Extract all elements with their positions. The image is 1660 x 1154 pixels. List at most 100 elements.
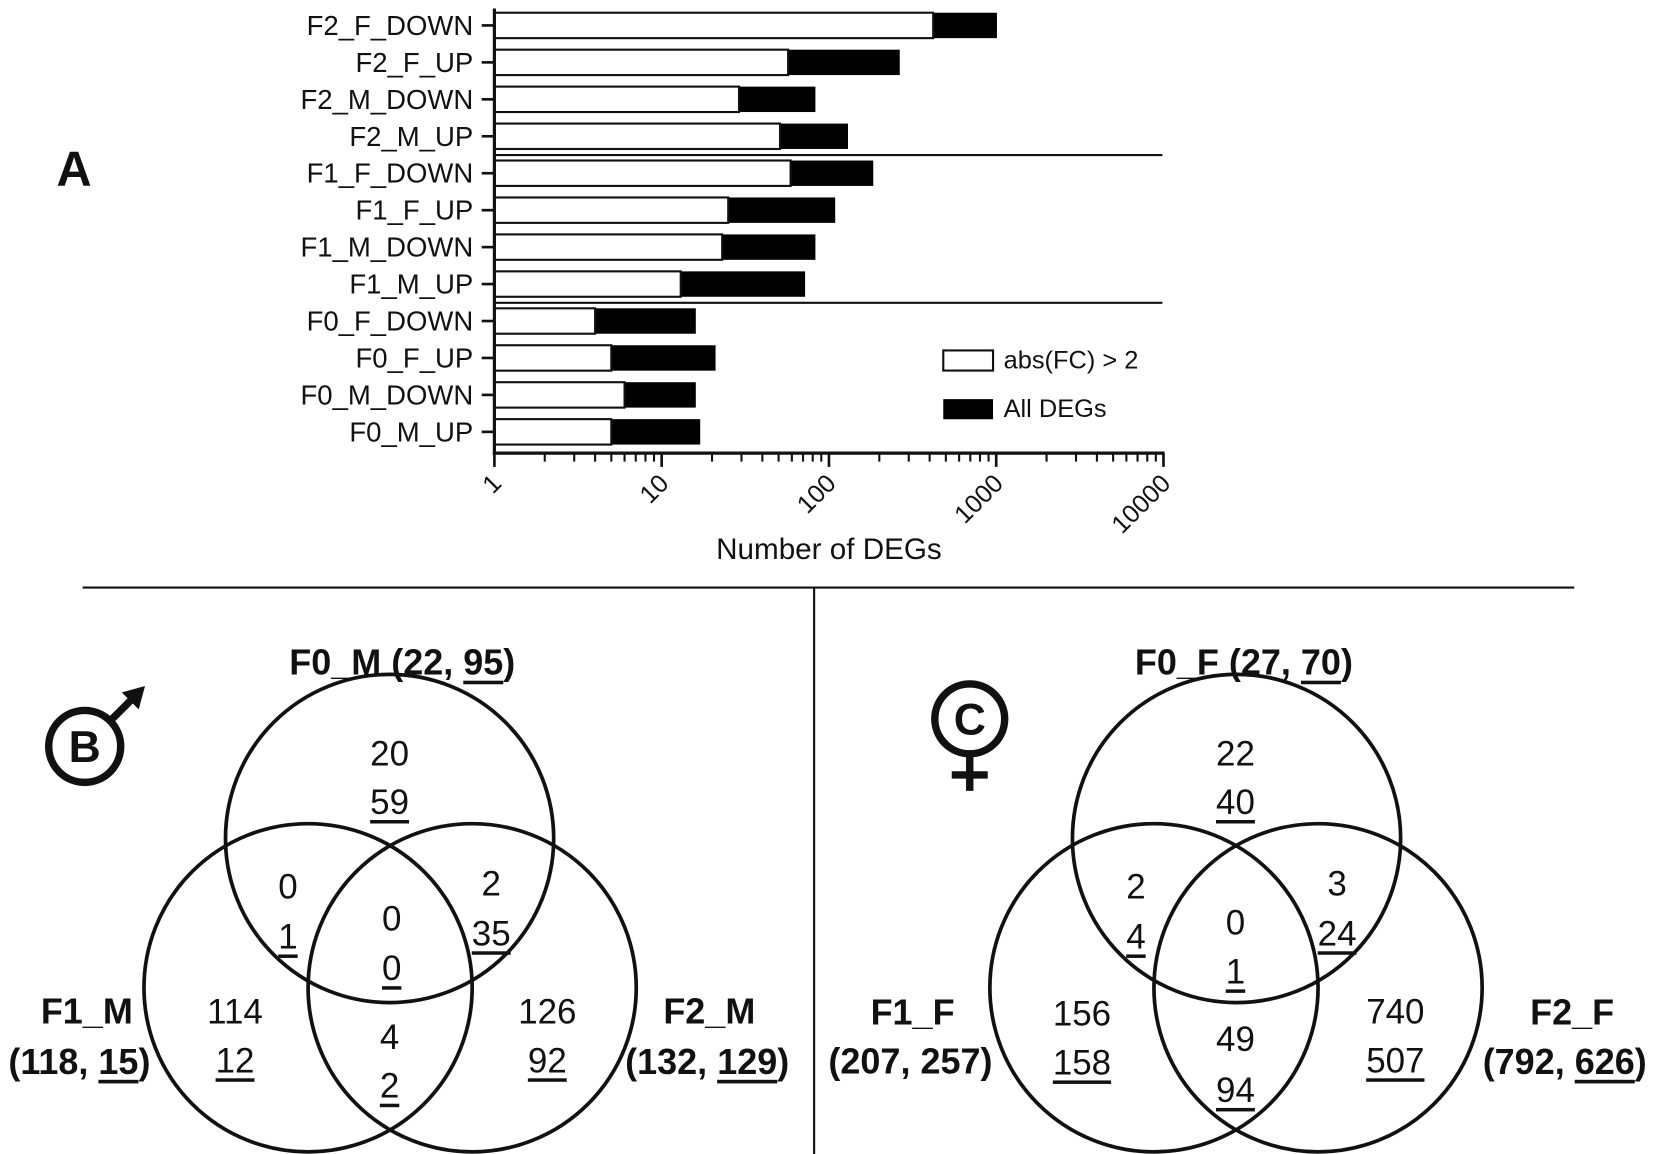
- region-count-underlined: 507: [1366, 1041, 1424, 1080]
- bar-abs-fc-gt-2: [493, 270, 682, 298]
- category-label: F1_M_DOWN: [300, 232, 473, 263]
- venn-set-counts-f1-m: (118, 15): [8, 1040, 150, 1081]
- bars: [493, 11, 997, 446]
- legend-swatch-abs-fc: [942, 349, 995, 372]
- male-symbol-icon: B: [44, 686, 146, 787]
- category-label: F0_F_DOWN: [307, 306, 474, 337]
- region-count: 126: [518, 993, 576, 1032]
- female-symbol-icon: C: [931, 680, 1009, 791]
- label-part: ): [777, 1040, 789, 1081]
- legend-label-all-degs: All DEGs: [1004, 395, 1107, 423]
- panel-a-label: A: [57, 142, 92, 196]
- bar-abs-fc-gt-2: [493, 418, 613, 446]
- category-label: F1_F_UP: [355, 195, 473, 226]
- legend-swatch-all-degs: [943, 399, 994, 420]
- region-count: 114: [207, 993, 263, 1032]
- male-symbol-arrow-head: [121, 686, 146, 710]
- venn-set-name-f1-m: F1_M: [41, 991, 133, 1032]
- region-count: 2: [482, 865, 501, 904]
- underlined-count: 129: [717, 1040, 777, 1081]
- region-count: 0: [1226, 904, 1245, 943]
- underlined-count: 70: [1301, 641, 1341, 682]
- venn-set-label-f0-m: F0_M (22, 95): [289, 641, 515, 682]
- region-count: 4: [380, 1018, 399, 1057]
- venn-region-all: 0 1: [1226, 904, 1245, 992]
- venn-set-label-f0-f: F0_F (27, 70): [1135, 641, 1353, 682]
- region-count: 0: [382, 899, 401, 938]
- bar-abs-fc-gt-2: [493, 307, 597, 335]
- region-count: 49: [1216, 1020, 1255, 1059]
- region-count-underlined: 2: [380, 1067, 399, 1106]
- bar-abs-fc-gt-2: [493, 233, 724, 261]
- venn-set-name-f2-m: F2_M: [663, 991, 755, 1032]
- venn-region-top-left: 2 4: [1126, 868, 1145, 957]
- region-count: 20: [370, 734, 409, 773]
- region-count: 156: [1053, 995, 1111, 1034]
- region-count-underlined: 59: [370, 783, 409, 822]
- panel-c-label: C: [954, 695, 986, 744]
- venn-region-right-only: 740 507: [1366, 993, 1424, 1081]
- male-symbol-ring: [44, 706, 125, 787]
- underlined-count: 626: [1575, 1040, 1635, 1081]
- venn-region-top-only: 22 40: [1216, 734, 1255, 822]
- venn-circle-f0-m: [223, 672, 556, 1005]
- venn-set-name-f2-f: F2_F: [1530, 992, 1614, 1033]
- bar-abs-fc-gt-2: [493, 344, 613, 372]
- venn-region-left-only: 156 158: [1053, 995, 1111, 1083]
- region-count: 740: [1366, 993, 1424, 1032]
- region-count-underlined: 94: [1216, 1071, 1255, 1110]
- region-count-underlined: 24: [1318, 914, 1357, 953]
- venn-set-counts-f2-m: (132, 129): [625, 1040, 789, 1081]
- region-count: 22: [1216, 734, 1255, 773]
- bar-abs-fc-gt-2: [493, 85, 741, 114]
- label-part: ): [138, 1040, 150, 1081]
- venn-region-left-only: 114 12: [207, 993, 263, 1081]
- category-labels: F2_F_DOWN F2_F_UP F2_M_DOWN F2_M_UP F1_F_DOW…: [300, 10, 495, 447]
- venn-region-left-right: 49 94: [1216, 1020, 1255, 1110]
- venn-circle-f1-m: [142, 821, 475, 1154]
- legend: abs(FC) > 2 All DEGs: [942, 347, 1139, 423]
- region-count-underlined: 4: [1126, 917, 1145, 956]
- region-count-underlined: 1: [1226, 952, 1245, 991]
- label-part: ): [1341, 641, 1353, 682]
- venn-region-top-only: 20 59: [370, 734, 409, 822]
- bar-abs-fc-gt-2: [493, 196, 730, 224]
- venn-set-counts-f2-f: (792, 626): [1483, 1040, 1647, 1081]
- panel-b-venn-male: B F0_M (22, 95) F1_M (118, 15) F2_M (132…: [8, 641, 789, 1154]
- panel-b-label: B: [69, 723, 101, 772]
- category-label: F2_M_UP: [349, 121, 473, 152]
- bar-abs-fc-gt-2: [493, 48, 790, 77]
- legend-item-abs-fc: abs(FC) > 2: [942, 347, 1139, 375]
- region-count-underlined: 0: [382, 949, 401, 988]
- label-part: F0_M (22,: [289, 641, 463, 682]
- bar-abs-fc-gt-2: [493, 122, 782, 151]
- label-part: F0_F (27,: [1135, 641, 1301, 682]
- venn-region-right-only: 126 92: [518, 993, 576, 1081]
- region-count-underlined: 92: [528, 1041, 567, 1080]
- panel-c-venn-female: C F0_F (27, 70) F1_F (207, 257) F2_F (79…: [828, 641, 1647, 1154]
- venn-region-all: 0 0: [382, 899, 401, 988]
- label-part: (118,: [8, 1040, 98, 1081]
- label-part: (132,: [625, 1040, 717, 1081]
- venn-region-top-left: 0 1: [278, 868, 297, 957]
- venn-circle-f2-m: [306, 821, 639, 1154]
- male-symbol-arrow-shaft: [107, 696, 135, 724]
- category-label: F0_M_UP: [349, 416, 473, 447]
- label-part: ): [503, 641, 515, 682]
- venn-set-counts-f1-f: (207, 257): [828, 1040, 992, 1081]
- venn-region-top-right: 2 35: [472, 865, 511, 954]
- bar-abs-fc-gt-2: [493, 11, 935, 40]
- region-count: 3: [1327, 865, 1346, 904]
- region-count-underlined: 35: [472, 914, 511, 953]
- category-label: F2_F_DOWN: [307, 10, 474, 41]
- category-label: F1_M_UP: [349, 269, 473, 300]
- bar-abs-fc-gt-2: [493, 381, 626, 409]
- region-count-underlined: 1: [278, 917, 297, 956]
- label-part: (792,: [1483, 1040, 1575, 1081]
- region-count-underlined: 12: [216, 1041, 255, 1080]
- venn-circle-f2-f: [1152, 821, 1484, 1154]
- category-label: F2_M_DOWN: [300, 84, 473, 115]
- region-count: 0: [278, 868, 297, 907]
- bar-abs-fc-gt-2: [493, 159, 792, 187]
- legend-label-abs-fc: abs(FC) > 2: [1004, 347, 1139, 375]
